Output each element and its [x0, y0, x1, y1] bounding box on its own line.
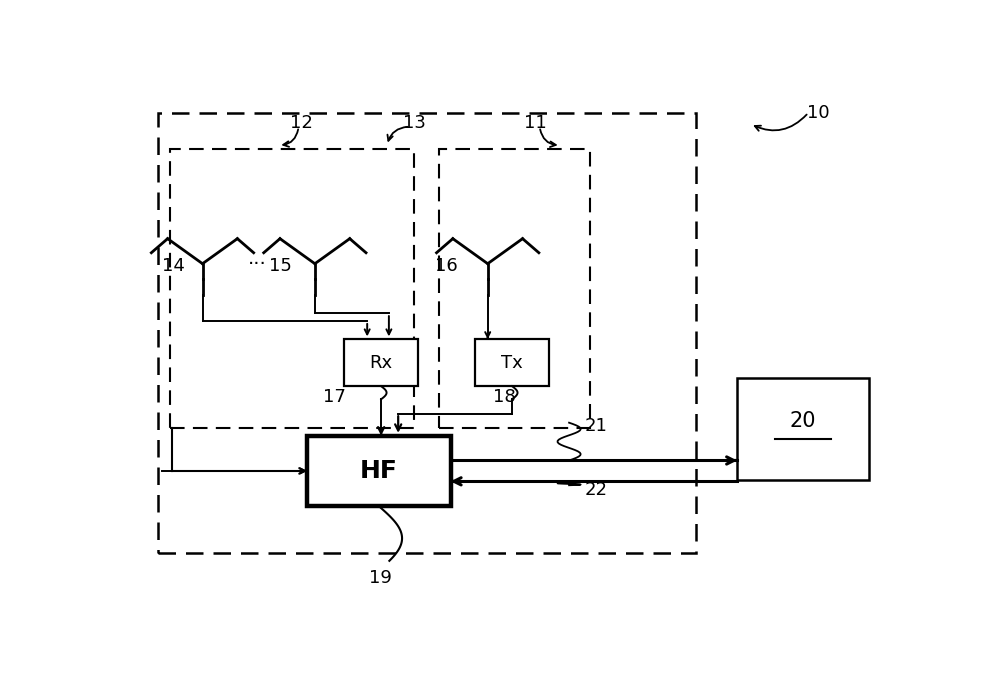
Text: Tx: Tx — [501, 354, 523, 372]
Text: Rx: Rx — [370, 354, 393, 372]
Text: 13: 13 — [403, 114, 426, 132]
Text: 21: 21 — [585, 417, 608, 435]
Text: 15: 15 — [269, 257, 291, 276]
Text: 10: 10 — [807, 104, 830, 121]
Text: 19: 19 — [369, 569, 392, 586]
Text: 18: 18 — [493, 388, 516, 406]
Text: 16: 16 — [435, 257, 458, 276]
Text: 20: 20 — [790, 412, 816, 431]
Text: HF: HF — [360, 459, 398, 483]
Text: 17: 17 — [323, 388, 346, 406]
Bar — [475, 339, 549, 386]
Text: ...: ... — [247, 249, 266, 268]
Bar — [737, 378, 869, 480]
Bar — [344, 339, 418, 386]
Text: 14: 14 — [162, 257, 185, 276]
Bar — [307, 436, 450, 506]
Text: 12: 12 — [290, 114, 313, 132]
Text: 22: 22 — [585, 481, 608, 500]
Text: 11: 11 — [524, 114, 547, 132]
